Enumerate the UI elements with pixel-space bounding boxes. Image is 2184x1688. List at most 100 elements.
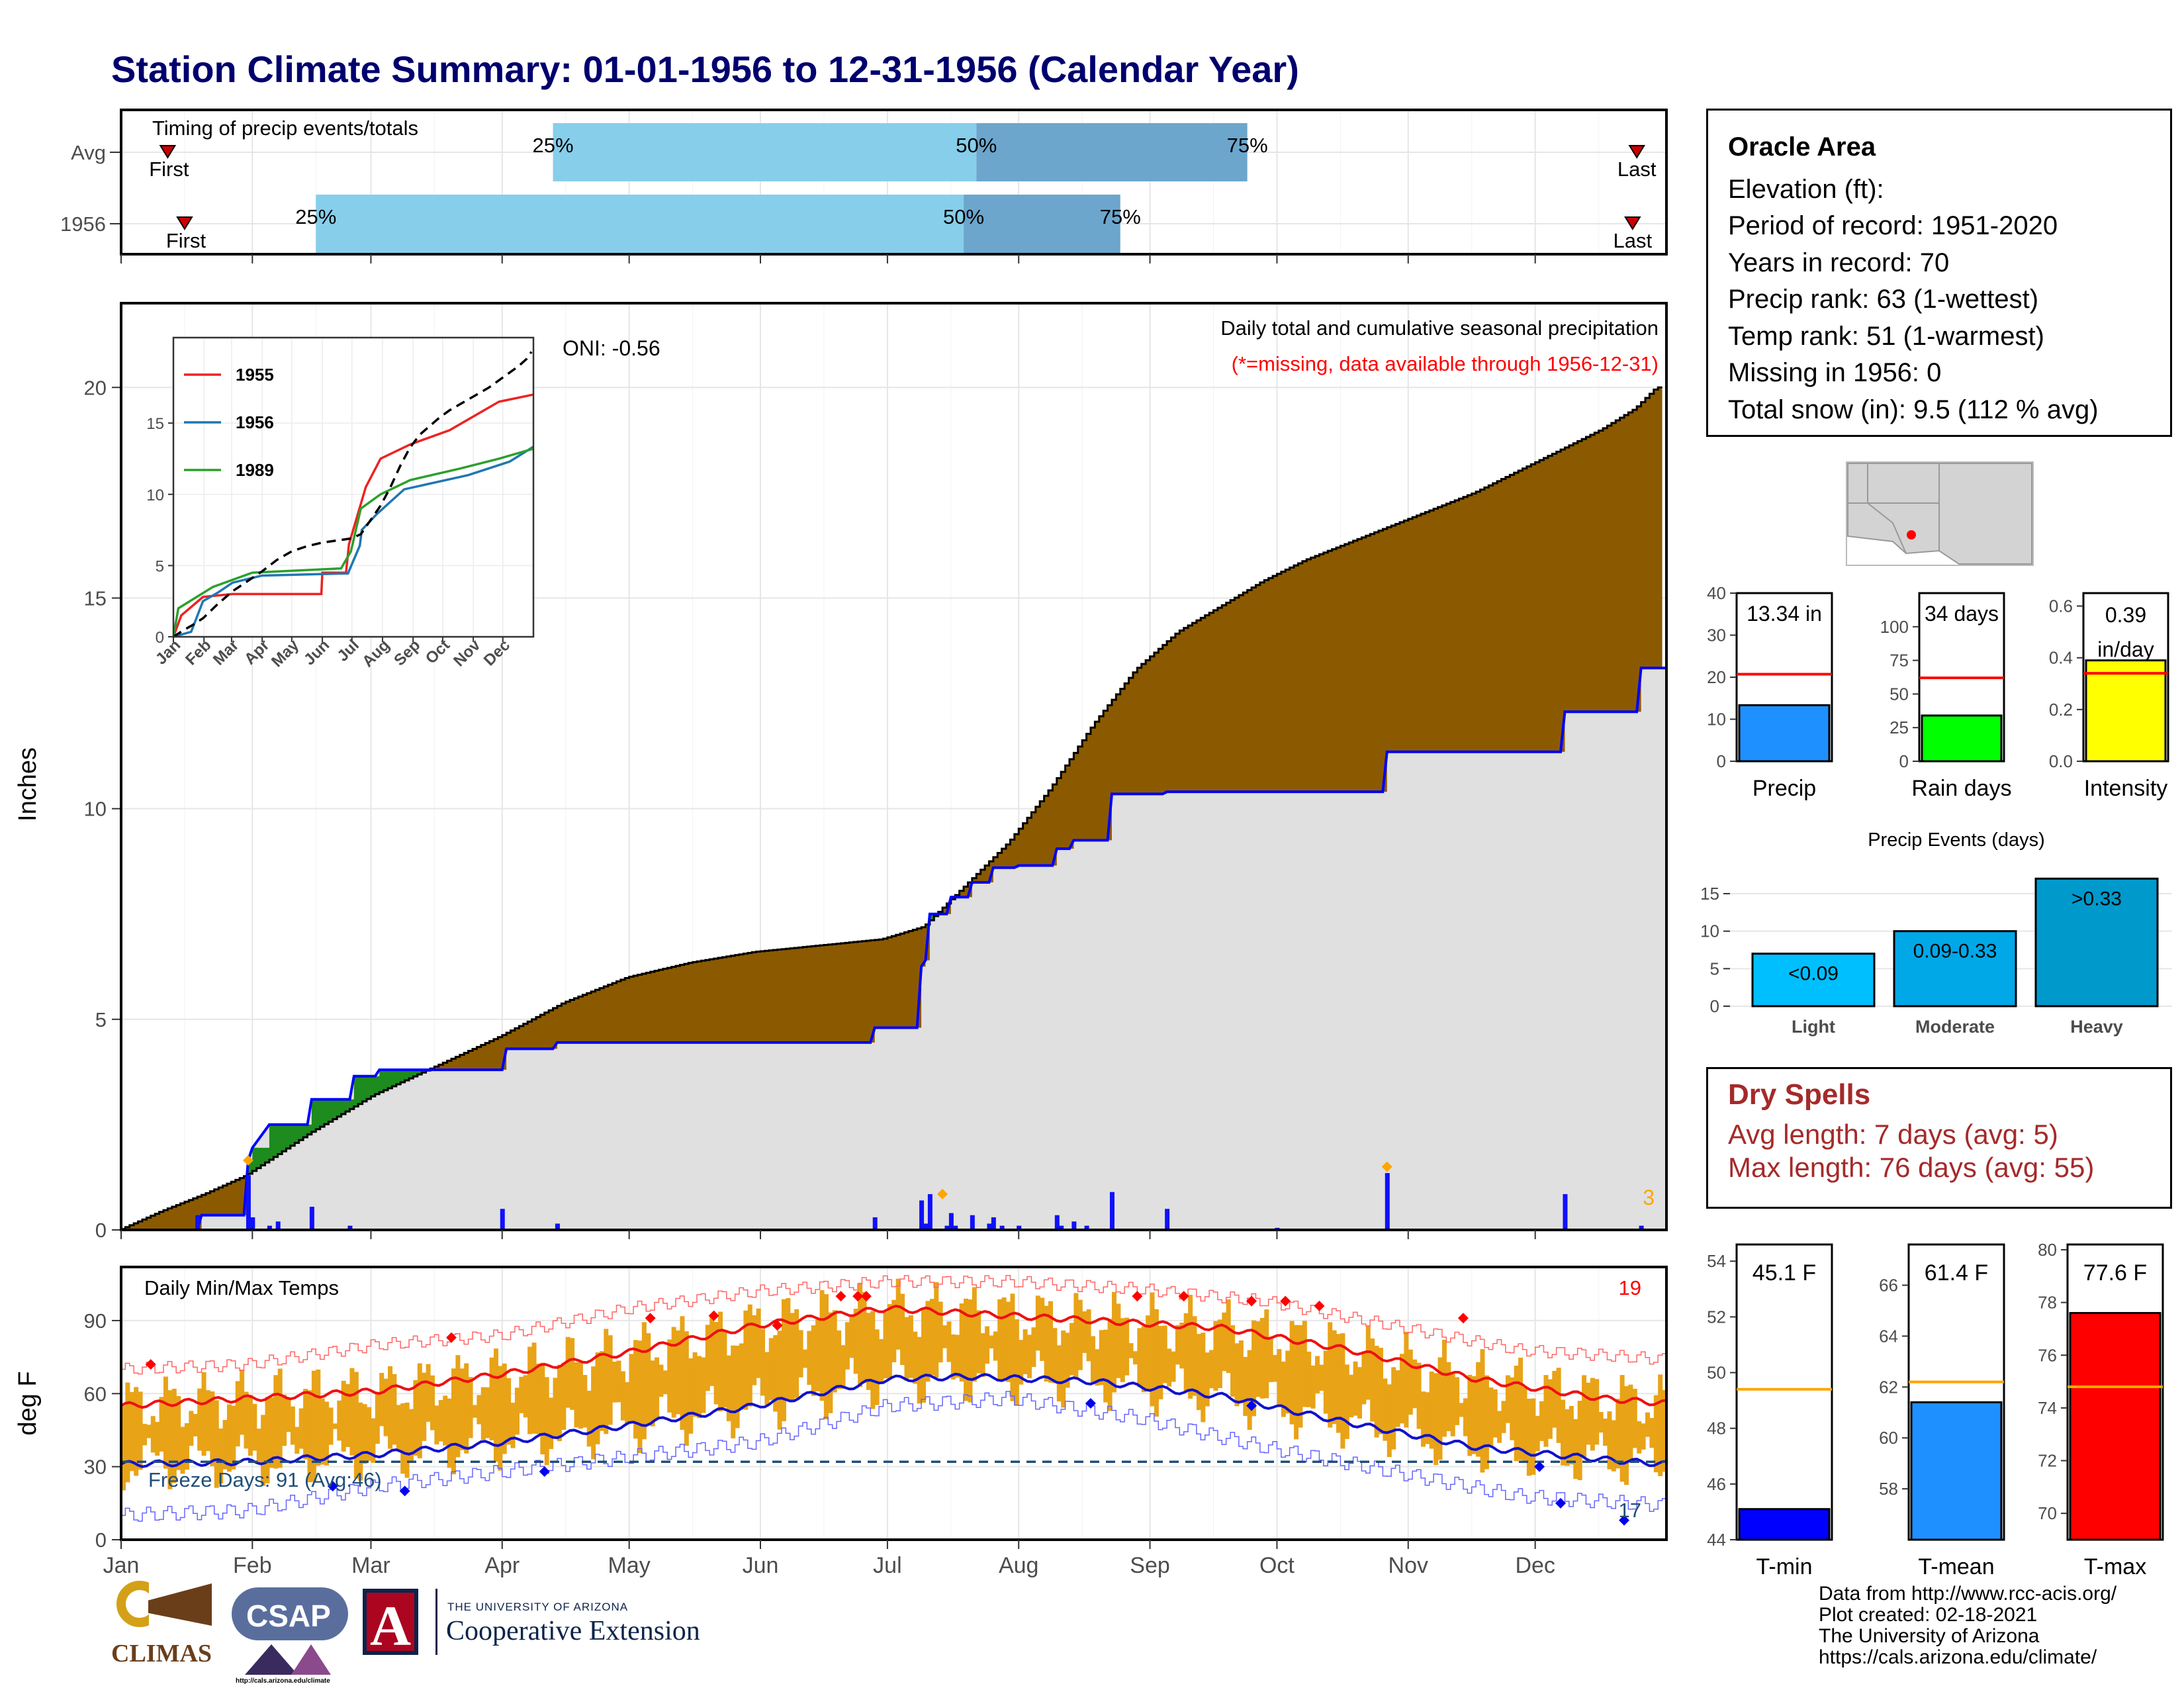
daily-temp-bar [1383, 1378, 1388, 1441]
inset-month-label: Feb [182, 636, 214, 669]
daily-temp-bar [180, 1427, 185, 1474]
daily-temp-bar [1539, 1401, 1545, 1441]
daily-temp-bar [697, 1356, 702, 1419]
daily-temp-bar [1061, 1330, 1066, 1408]
dry-spells-heading: Dry Spells [1728, 1078, 1871, 1111]
daily-temp-bar [1065, 1333, 1070, 1388]
month-label: Apr [484, 1553, 520, 1578]
last-label: Last [1614, 229, 1653, 252]
temp-ytick-label: 30 [84, 1456, 107, 1479]
daily-temp-bar [434, 1405, 439, 1445]
daily-temp-bar [1374, 1346, 1379, 1438]
daily-temp-bar [828, 1312, 833, 1413]
daily-temp-bar [1344, 1364, 1349, 1439]
daily-temp-bar [1404, 1331, 1409, 1428]
daily-temp-bar [1349, 1374, 1354, 1418]
daily-temp-bar [879, 1338, 884, 1384]
daily-temp-bar [1395, 1370, 1400, 1427]
daily-temp-bar [1628, 1384, 1633, 1463]
daily-temp-bar [997, 1299, 1003, 1380]
daily-temp-bar [163, 1376, 168, 1469]
daily-temp-bar [1302, 1321, 1307, 1407]
daily-temp-bar [544, 1377, 549, 1466]
inset-month-label: Oct [422, 636, 453, 667]
daily-precip-bar [1054, 1215, 1060, 1230]
daily-temp-bar [1146, 1315, 1151, 1391]
dry-spells-avg: Avg length: 7 days (avg: 5) [1728, 1119, 2058, 1150]
daily-temp-bar [502, 1363, 507, 1454]
daily-temp-bar [510, 1403, 516, 1448]
precip-ytick-label: 20 [84, 376, 107, 399]
daily-temp-bar [1391, 1367, 1396, 1450]
daily-temp-bar [1073, 1293, 1079, 1380]
inset-background [173, 338, 533, 637]
first-event-marker [176, 216, 193, 230]
daily-temp-bar [1547, 1379, 1553, 1439]
record-low-marker [1246, 1400, 1257, 1411]
daily-temp-bar [938, 1301, 943, 1363]
daily-temp-bar [1158, 1325, 1163, 1399]
record-low-marker [327, 1481, 338, 1492]
university-name: THE UNIVERSITY OF ARIZONA [447, 1601, 629, 1613]
daily-temp-bar [1040, 1297, 1045, 1361]
daily-temp-bar [853, 1309, 858, 1374]
daily-temp-bar [1552, 1370, 1557, 1428]
tmax-bar [2069, 1312, 2161, 1541]
precip-panel-border [120, 302, 1668, 1231]
daily-precip-bar [500, 1209, 505, 1230]
daily-temp-bar [1370, 1338, 1375, 1422]
daily-temp-bar [964, 1298, 969, 1401]
daily-temp-bar [608, 1335, 613, 1425]
daily-temp-bar [781, 1299, 786, 1421]
daily-temp-bar [138, 1391, 143, 1470]
daily-temp-bar [790, 1313, 795, 1400]
daily-temp-bar [514, 1387, 520, 1435]
daily-temp-bar [786, 1297, 791, 1401]
rain-days-ytick-label: 100 [1880, 617, 1909, 637]
daily-temp-bar [472, 1405, 477, 1418]
daily-temp-bar [1653, 1395, 1659, 1473]
daily-temp-bar [480, 1387, 486, 1440]
timing-panel-border [120, 109, 1668, 256]
daily-temp-bar [1577, 1401, 1582, 1481]
precip-events-category-label: Heavy [2070, 1017, 2123, 1037]
inset-series-1989 [172, 447, 534, 637]
daily-temp-bar [1111, 1291, 1116, 1393]
daily-temp-bar [1294, 1325, 1299, 1440]
average-cumulative-line [120, 386, 1662, 1231]
daily-temp-bar [620, 1371, 625, 1421]
rain-days-ytick-label: 0 [1899, 751, 1909, 771]
daily-temp-bar [1467, 1374, 1473, 1456]
timing-q75-label: 75% [1227, 134, 1268, 157]
daily-precip-bar [1084, 1225, 1089, 1230]
record-low-marker [1555, 1497, 1567, 1509]
daily-temp-bar [392, 1374, 397, 1445]
daily-temp-bar [142, 1423, 147, 1446]
daily-temp-bar [214, 1400, 219, 1488]
record-high-marker [645, 1313, 656, 1324]
inset-month-label: Nov [450, 636, 484, 671]
record-low-marker [539, 1466, 550, 1477]
daily-temp-bar [210, 1391, 215, 1466]
daily-temp-bar [409, 1409, 414, 1461]
daily-temp-bar [570, 1338, 575, 1410]
daily-temp-bar [527, 1346, 533, 1434]
station-missing: Missing in 1956: 0 [1728, 358, 1942, 387]
daily-temp-bar [667, 1339, 672, 1413]
daily-precip-bar [555, 1223, 560, 1230]
daily-temp-bar [371, 1418, 376, 1463]
daily-temp-bar [917, 1336, 922, 1404]
daily-temp-bar [1441, 1339, 1447, 1437]
tmin-ytick-label: 48 [1707, 1419, 1726, 1438]
daily-temp-bar [1624, 1385, 1629, 1485]
daily-temp-bar [1357, 1367, 1362, 1419]
climas-logo: CLIMAS [109, 1581, 221, 1680]
month-label: Aug [999, 1553, 1039, 1578]
daily-temp-bar [747, 1304, 752, 1407]
daily-temp-bar [396, 1405, 401, 1451]
daily-temp-bar [1234, 1343, 1240, 1407]
timing-title: Timing of precip events/totals [152, 117, 418, 140]
daily-temp-bar [1594, 1379, 1600, 1445]
daily-temp-bar [862, 1291, 867, 1383]
daily-temp-bar [1277, 1349, 1282, 1405]
